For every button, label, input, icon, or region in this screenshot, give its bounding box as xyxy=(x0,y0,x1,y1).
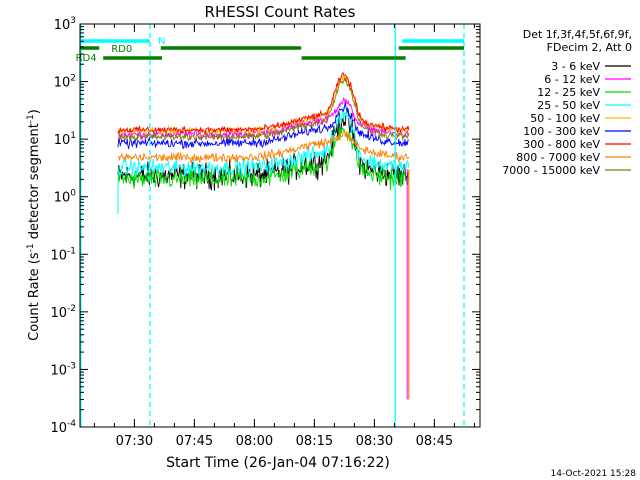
legend-entry-label: 3 - 6 keV xyxy=(551,60,600,73)
legend-entry-label: 800 - 7000 keV xyxy=(516,151,600,164)
series-line xyxy=(117,127,410,191)
x-tick-label: 07:30 xyxy=(116,434,153,449)
timestamp: 14-Oct-2021 15:28 xyxy=(551,469,637,479)
flags-layer: N RD0 RD4 xyxy=(76,36,464,64)
y-tick-label: 10-2 xyxy=(50,304,76,321)
series-layer xyxy=(117,72,410,400)
legend-entry-label: 6 - 12 keV xyxy=(544,73,600,86)
series-line xyxy=(117,73,410,137)
y-tick-label: 102 xyxy=(54,74,76,91)
y-tick-label: 101 xyxy=(54,131,76,148)
flag-label-n: N xyxy=(158,36,165,47)
flag-label-rd0: RD0 xyxy=(111,44,132,55)
legend: Det 1f,3f,4f,5f,6f,9f,FDecim 2, Att 0 3 -… xyxy=(502,28,632,177)
y-tick-label: 100 xyxy=(54,189,77,206)
y-tick-label: 10-3 xyxy=(50,361,76,378)
plot-frame xyxy=(79,23,481,428)
y-tick-label: 10-4 xyxy=(50,419,76,436)
legend-header: FDecim 2, Att 0 xyxy=(547,41,632,54)
legend-entry-label: 12 - 25 keV xyxy=(537,86,600,99)
series-line xyxy=(117,72,410,136)
y-tick-label: 103 xyxy=(54,16,76,33)
series-line xyxy=(117,96,410,141)
flag-label-rd4: RD4 xyxy=(76,53,97,64)
legend-entry-label: 100 - 300 keV xyxy=(523,125,600,138)
series-line xyxy=(117,76,410,143)
legend-entry-label: 300 - 800 keV xyxy=(523,138,600,151)
y-axis-label: Count Rate (s-1 detector segment-1) xyxy=(26,109,42,341)
x-tick-label: 08:45 xyxy=(416,434,453,449)
legend-entry-label: 50 - 100 keV xyxy=(530,112,600,125)
y-axis: 10-4 10-3 10-2 10-1 100 101 102 103 xyxy=(50,16,480,436)
x-tick-label: 08:15 xyxy=(296,434,333,449)
x-tick-label: 08:00 xyxy=(236,434,273,449)
x-axis: 07:30 07:45 08:00 08:15 08:30 08:45 xyxy=(93,24,475,449)
legend-entry-label: 7000 - 15000 keV xyxy=(502,164,600,177)
series-line xyxy=(118,129,410,165)
legend-header: Det 1f,3f,4f,5f,6f,9f, xyxy=(523,28,632,41)
x-tick-label: 07:45 xyxy=(176,434,213,449)
vertical-lines-layer xyxy=(80,24,465,427)
chart-title: RHESSI Count Rates xyxy=(205,3,356,21)
x-axis-label: Start Time (26-Jan-04 07:16:22) xyxy=(166,455,390,471)
x-tick-label: 08:30 xyxy=(356,434,393,449)
legend-entry-label: 25 - 50 keV xyxy=(537,99,600,112)
y-tick-label: 10-1 xyxy=(50,246,76,263)
series-line xyxy=(117,102,409,151)
